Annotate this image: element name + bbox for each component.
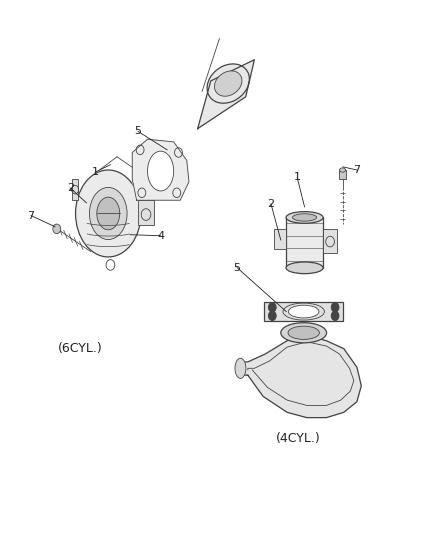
- Text: 2: 2: [267, 199, 274, 209]
- FancyBboxPatch shape: [138, 200, 154, 225]
- Text: 7: 7: [28, 211, 35, 221]
- Ellipse shape: [234, 358, 245, 378]
- FancyBboxPatch shape: [286, 217, 322, 268]
- FancyBboxPatch shape: [72, 179, 78, 200]
- Ellipse shape: [286, 262, 322, 273]
- FancyBboxPatch shape: [339, 170, 345, 179]
- Ellipse shape: [89, 188, 127, 239]
- Circle shape: [268, 311, 276, 320]
- Text: 7: 7: [353, 165, 360, 175]
- Ellipse shape: [286, 212, 322, 223]
- Text: 4: 4: [157, 231, 164, 241]
- Polygon shape: [197, 60, 254, 128]
- Circle shape: [330, 311, 338, 320]
- Ellipse shape: [147, 151, 173, 191]
- Text: (4CYL.): (4CYL.): [275, 432, 320, 446]
- Circle shape: [268, 303, 276, 312]
- FancyBboxPatch shape: [273, 229, 286, 249]
- Ellipse shape: [287, 326, 319, 340]
- Ellipse shape: [75, 170, 141, 257]
- FancyBboxPatch shape: [264, 302, 342, 321]
- Text: (6CYL.): (6CYL.): [58, 342, 102, 355]
- Ellipse shape: [97, 197, 120, 230]
- Text: 5: 5: [134, 126, 141, 136]
- Circle shape: [330, 303, 338, 312]
- Text: 1: 1: [92, 167, 99, 177]
- Ellipse shape: [288, 305, 318, 318]
- Polygon shape: [239, 335, 360, 418]
- Ellipse shape: [53, 224, 60, 233]
- Ellipse shape: [339, 168, 345, 172]
- FancyBboxPatch shape: [322, 229, 336, 253]
- Text: 5: 5: [233, 263, 240, 272]
- Ellipse shape: [280, 322, 326, 343]
- Polygon shape: [132, 139, 188, 200]
- Ellipse shape: [292, 214, 316, 221]
- Ellipse shape: [207, 64, 249, 103]
- Text: 1: 1: [293, 172, 300, 182]
- Text: 2: 2: [67, 183, 74, 193]
- Ellipse shape: [214, 71, 241, 96]
